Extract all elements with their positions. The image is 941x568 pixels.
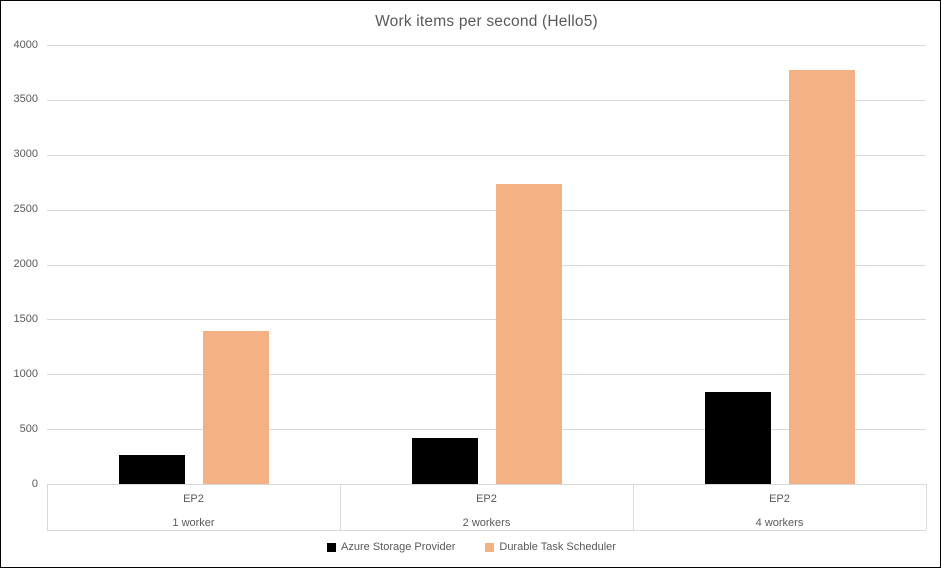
category-axis-divider [926,484,927,530]
legend-item: Durable Task Scheduler [485,541,616,553]
gridline [47,429,926,431]
bar-azure-storage-provider [118,455,185,484]
bar-durable-task-scheduler [202,331,269,484]
legend: Azure Storage Provider Durable Task Sched… [1,541,940,553]
category-label-primary: EP2 [476,493,497,505]
y-axis-tick-label: 2500 [13,203,38,216]
category-axis-divider [340,484,341,530]
y-axis-tick-label: 4000 [13,38,38,51]
gridline [47,154,926,156]
legend-marker-icon [485,542,495,552]
gridline [47,264,926,266]
gridline [47,319,926,321]
category-label-primary: EP2 [769,493,790,505]
gridline [47,99,926,101]
legend-label: Durable Task Scheduler [499,541,616,553]
gridline [47,484,926,485]
y-axis-tick-label: 0 [31,477,38,490]
bar-azure-storage-provider [704,391,771,484]
legend-label: Azure Storage Provider [341,541,456,553]
category-axis-divider [47,484,48,530]
chart-title: Work items per second (Hello5) [375,13,598,30]
category-axis-bottom-border [47,530,926,531]
category-label-secondary: 4 workers [755,517,804,529]
category-label-secondary: 1 worker [172,517,215,529]
y-axis-tick-label: 3500 [13,93,38,106]
category-label-primary: EP2 [183,493,204,505]
gridline [47,45,926,46]
category-axis-divider [633,484,634,530]
y-axis-tick-label: 1000 [13,367,38,380]
bar-durable-task-scheduler [495,184,562,484]
legend-item: Azure Storage Provider [327,541,455,553]
bar-durable-task-scheduler [788,70,855,484]
legend-marker-icon [327,542,337,552]
y-axis-tick-label: 1500 [13,312,38,325]
gridline [47,209,926,211]
category-label-secondary: 2 workers [462,517,511,529]
y-axis-tick-label: 2000 [13,258,38,270]
y-axis-tick-label: 3000 [13,148,38,161]
bar-azure-storage-provider [411,437,478,484]
gridline [47,374,926,376]
y-axis-tick-label: 500 [19,422,38,435]
